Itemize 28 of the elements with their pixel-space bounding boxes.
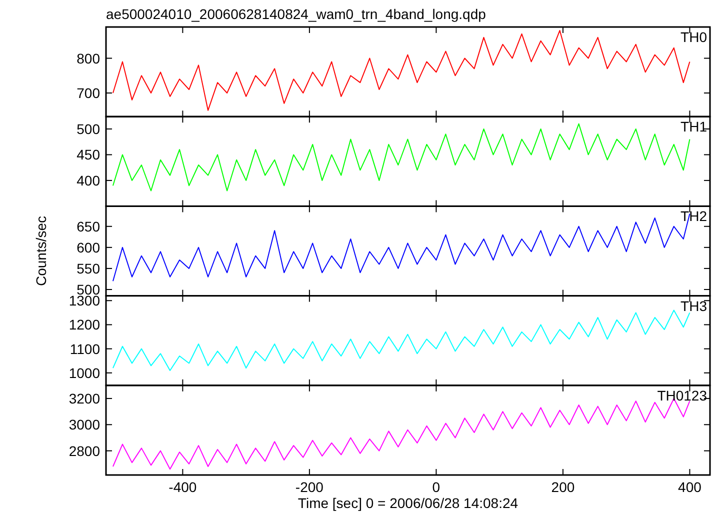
x-tick-label: 200 — [551, 479, 575, 495]
series-label: TH2 — [680, 208, 708, 224]
series-label: TH1 — [680, 118, 708, 135]
y-tick-label: 650 — [76, 218, 100, 234]
y-tick-label: 400 — [76, 172, 100, 188]
x-tick-label: -200 — [295, 479, 324, 495]
series-label: TH0123 — [657, 387, 708, 404]
x-tick-label: -400 — [168, 479, 197, 495]
x-axis-title: Time [sec] 0 = 2006/06/28 14:08:24 — [298, 495, 518, 511]
y-tick-label: 1100 — [70, 340, 100, 357]
y-tick-label: 600 — [76, 239, 100, 256]
x-tick-label: 400 — [678, 479, 702, 495]
series-label: TH3 — [680, 298, 708, 314]
y-tick-label: 450 — [76, 146, 100, 163]
x-tick-label: 0 — [432, 479, 440, 495]
line-series — [112, 310, 690, 371]
y-tick-label: 3200 — [68, 390, 100, 406]
y-tick-label: 1200 — [68, 316, 100, 333]
y-tick-label: 3000 — [68, 416, 100, 433]
series-label: TH0 — [680, 29, 708, 45]
y-tick-label: 800 — [76, 50, 100, 66]
y-axis-title: Counts/sec — [33, 216, 49, 286]
y-tick-label: 700 — [76, 84, 100, 101]
y-tick-label: 2800 — [68, 442, 100, 459]
y-tick-label: 550 — [76, 260, 100, 276]
chart-title: ae500024010_20060628140824_wam0_trn_4band_long.qdp — [106, 6, 486, 22]
y-tick-label: 500 — [76, 120, 100, 137]
y-tick-label: 1000 — [68, 364, 100, 381]
